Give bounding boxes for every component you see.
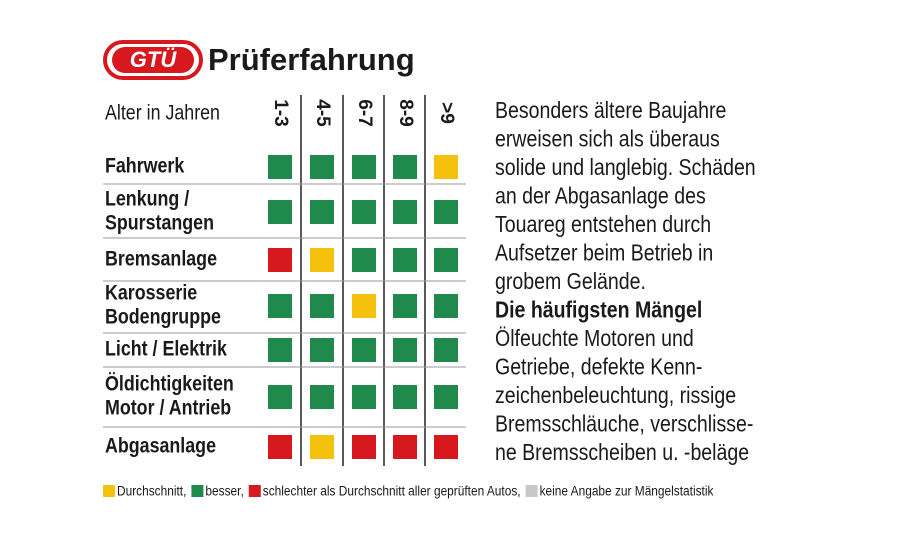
paragraph-line: Besonders ältere Baujahre [495,98,726,124]
rating-cell [434,435,458,459]
rating-cell [352,294,376,318]
row-label-group: Lenkung /Spurstangen [105,187,214,235]
column-label: 1-3 [270,99,291,126]
rating-cell [434,294,458,318]
paragraph-line: Ölfeuchte Motoren und [495,326,694,352]
rating-cell [352,248,376,272]
rating-cell [352,155,376,179]
paragraph-heading: Die häufigsten Mängel [495,297,702,323]
rating-cell [393,200,417,224]
row-label: Karosserie [105,281,197,305]
rating-cell [352,338,376,362]
row-label: Licht / Elektrik [105,337,227,361]
legend-label-group: keine Angabe zur Mängelstatistik [540,483,714,499]
legend-label-group: schlechter als Durchschnitt aller geprüf… [263,483,521,499]
legend-label: keine Angabe zur Mängelstatistik [540,483,714,499]
rating-cell [268,435,292,459]
rating-cell [268,385,292,409]
row-label: Abgasanlage [105,434,216,458]
row-label: Fahrwerk [105,154,184,178]
rating-cell [434,338,458,362]
legend-swatch [525,485,538,497]
rating-cell [393,155,417,179]
row-label: Bodengruppe [105,305,221,329]
row-label-group: Bremsanlage [105,247,217,271]
paragraph-line: Getriebe, defekte Kenn- [495,354,702,380]
paragraph-line: zeichenbeleuchtung, rissige [495,383,736,409]
rating-cell [434,385,458,409]
rating-cell [310,338,334,362]
legend-label-group: Durchschnitt, [117,483,186,499]
rating-cell [393,385,417,409]
legend-swatch [191,485,204,497]
legend-label: Durchschnitt, [117,483,186,499]
row-label-group: Abgasanlage [105,434,216,458]
rating-cell [310,248,334,272]
rating-cell [352,200,376,224]
paragraph-line: erweisen sich als überaus [495,126,720,152]
row-label: Spurstangen [105,211,214,235]
rating-cell [393,294,417,318]
table: 1-3 4-5 6-7 8-9 >9 Fahrwerk Lenkung /Spurstang… [103,95,466,466]
rating-cell [268,294,292,318]
rating-cell [434,248,458,272]
rating-cell [310,200,334,224]
legend-label-group: besser, [205,483,243,499]
rating-cell [352,435,376,459]
paragraph-line: solide und langlebig. Schäden [495,155,756,181]
column-label: 4-5 [312,99,333,127]
rating-cell [352,385,376,409]
column-label: 6-7 [354,99,375,126]
rating-cell [434,155,458,179]
legend-swatch [103,485,115,497]
row-label: Öldichtigkeiten [105,371,234,396]
logo: GTÜ [130,47,178,72]
rating-cell [310,435,334,459]
legend-label: schlechter als Durchschnitt aller geprüf… [263,483,521,499]
paragraph-line: Aufsetzer beim Betrieb in [495,240,713,266]
paragraph-line: grobem Gelände. [495,269,646,295]
rating-cell [268,248,292,272]
legend-label: besser, [205,483,243,499]
rating-cell [310,385,334,409]
row-label: Bremsanlage [105,247,217,271]
paragraph-line: ne Bremsscheiben u. -beläge [495,440,749,466]
rating-cell [268,155,292,179]
rating-cell [268,338,292,362]
rating-cell [310,155,334,179]
column-label: >9 [436,102,457,124]
rating-cell [393,248,417,272]
rating-cell [434,200,458,224]
legend: Durchschnitt, besser, schlechter als Durch… [103,483,714,499]
column-header: Alter in Jahren [105,101,220,125]
rating-cell [310,294,334,318]
row-label: Lenkung / [105,187,190,211]
paragraph-line: Bremsschläuche, verschlisse- [495,411,753,437]
paragraph-line: Touareg entstehen durch [495,212,711,238]
row-label: Motor / Antrieb [105,396,231,420]
row-label-group: Licht / Elektrik [105,337,227,361]
title: Prüferfahrung [208,42,415,77]
column-label: 8-9 [395,99,416,126]
column-header-group: Alter in Jahren [105,101,220,125]
rating-cell [393,338,417,362]
rating-cell [268,200,292,224]
row-label-group: Fahrwerk [105,154,184,178]
paragraph-line: an der Abgasanlage des [495,183,706,209]
legend-swatch [248,485,261,497]
rating-cell [393,435,417,459]
logo-badge [112,47,194,73]
